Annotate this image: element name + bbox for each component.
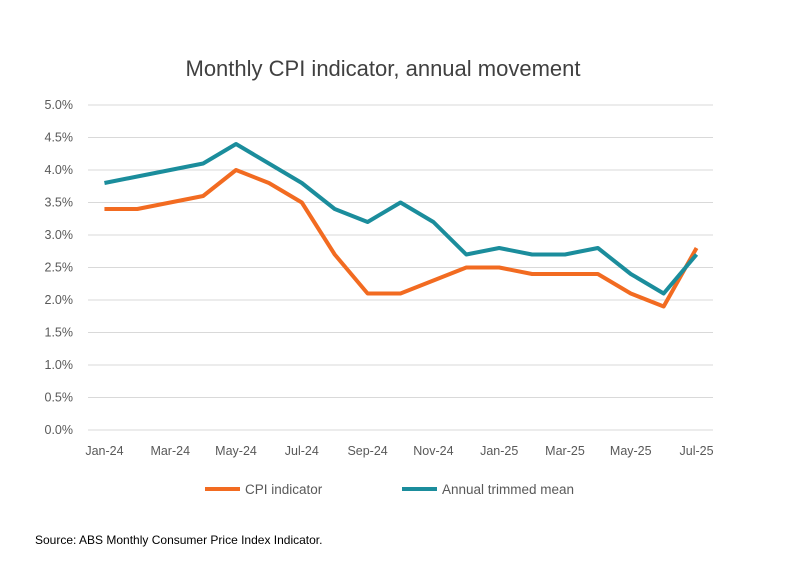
- y-tick-label: 0.5%: [45, 391, 74, 405]
- x-tick-label: Jul-24: [285, 444, 319, 458]
- x-tick-label: Mar-24: [150, 444, 190, 458]
- y-tick-label: 4.0%: [45, 163, 74, 177]
- y-tick-label: 1.0%: [45, 358, 74, 372]
- x-tick-label: Sep-24: [347, 444, 387, 458]
- x-tick-label: May-25: [610, 444, 652, 458]
- y-tick-label: 3.0%: [45, 228, 74, 242]
- y-tick-label: 5.0%: [45, 98, 74, 112]
- x-tick-label: Mar-25: [545, 444, 585, 458]
- x-tick-label: Jan-25: [480, 444, 518, 458]
- y-tick-label: 4.5%: [45, 131, 74, 145]
- chart-title: Monthly CPI indicator, annual movement: [186, 56, 581, 81]
- x-tick-label: Nov-24: [413, 444, 453, 458]
- y-tick-label: 2.5%: [45, 261, 74, 275]
- line-chart: Monthly CPI indicator, annual movement 0…: [45, 56, 714, 497]
- series-line-0: [104, 168, 699, 309]
- legend-label: Annual trimmed mean: [442, 482, 574, 497]
- y-tick-label: 1.5%: [45, 326, 74, 340]
- y-tick-label: 0.0%: [45, 423, 74, 437]
- series-line-1: [104, 142, 699, 296]
- x-tick-label: May-24: [215, 444, 257, 458]
- x-tick-label: Jul-25: [680, 444, 714, 458]
- y-tick-label: 2.0%: [45, 293, 74, 307]
- x-tick-label: Jan-24: [85, 444, 123, 458]
- legend-label: CPI indicator: [245, 482, 323, 497]
- y-tick-label: 3.5%: [45, 196, 74, 210]
- source-note: Source: ABS Monthly Consumer Price Index…: [35, 533, 323, 547]
